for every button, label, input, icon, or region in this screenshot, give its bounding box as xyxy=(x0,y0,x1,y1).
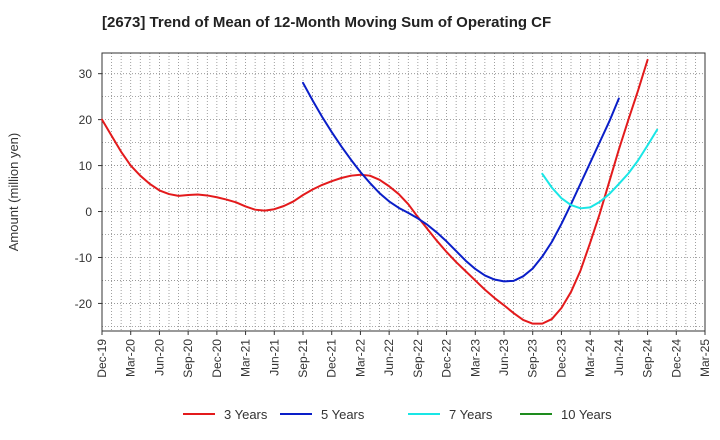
legend-label: 10 Years xyxy=(561,407,612,422)
y-tick-label: 30 xyxy=(79,67,93,81)
legend-label: 7 Years xyxy=(449,407,493,422)
x-tick-label: Jun-21 xyxy=(267,339,281,376)
x-tick-label: Jun-24 xyxy=(612,339,626,376)
y-tick-label: -10 xyxy=(75,251,93,265)
x-tick-label: Dec-24 xyxy=(669,339,683,378)
x-tick-label: Mar-21 xyxy=(239,339,253,377)
x-tick-label: Mar-22 xyxy=(353,339,367,377)
plot-frame xyxy=(101,52,706,332)
series-line-7-years xyxy=(541,128,659,210)
plot-area xyxy=(102,53,705,331)
series-line-3-years xyxy=(101,58,649,325)
x-tick-label: Sep-24 xyxy=(641,339,655,378)
x-tick-label: Jun-23 xyxy=(497,339,511,376)
y-tick-label: 20 xyxy=(79,113,93,127)
y-tick-label: 10 xyxy=(79,159,93,173)
y-tick-label: 0 xyxy=(85,205,92,219)
x-tick-label: Mar-24 xyxy=(583,339,597,377)
x-tick-label: Mar-20 xyxy=(124,339,138,377)
x-tick-label: Sep-22 xyxy=(411,339,425,378)
chart-title: [2673] Trend of Mean of 12-Month Moving … xyxy=(102,14,552,31)
x-tick-label: Jun-22 xyxy=(382,339,396,376)
x-tick-label: Dec-20 xyxy=(210,339,224,378)
x-tick-label: Dec-19 xyxy=(95,339,109,378)
series-line-5-years xyxy=(302,81,620,283)
x-tick-label: Jun-20 xyxy=(152,339,166,376)
x-tick-label: Mar-23 xyxy=(468,339,482,377)
x-tick-label: Dec-23 xyxy=(554,339,568,378)
x-tick-label: Sep-20 xyxy=(181,339,195,378)
x-tick-label: Dec-21 xyxy=(325,339,339,378)
y-axis-title: Amount (million yen) xyxy=(6,133,21,252)
x-tick-label: Sep-21 xyxy=(296,339,310,378)
x-tick-label: Mar-25 xyxy=(698,339,712,377)
y-tick-label: -20 xyxy=(75,297,93,311)
legend-label: 3 Years xyxy=(224,407,268,422)
legend-label: 5 Years xyxy=(321,407,365,422)
x-tick-label: Sep-23 xyxy=(526,339,540,378)
x-tick-label: Dec-22 xyxy=(440,339,454,378)
